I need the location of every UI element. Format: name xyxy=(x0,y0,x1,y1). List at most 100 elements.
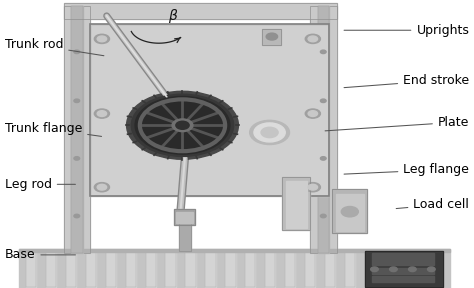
Bar xyxy=(176,212,193,223)
Bar xyxy=(146,251,156,287)
Bar xyxy=(165,251,176,287)
Circle shape xyxy=(428,267,435,272)
Text: Plate: Plate xyxy=(325,116,469,131)
Bar xyxy=(245,251,255,287)
Bar xyxy=(263,29,282,45)
Bar xyxy=(318,6,329,253)
Bar xyxy=(19,249,450,252)
Circle shape xyxy=(266,33,278,40)
Bar xyxy=(424,251,435,287)
Bar xyxy=(66,251,76,287)
Bar xyxy=(174,209,195,225)
Circle shape xyxy=(176,121,189,129)
Bar xyxy=(332,189,367,233)
Bar xyxy=(146,251,156,287)
Bar xyxy=(404,251,415,287)
Circle shape xyxy=(131,94,234,156)
Bar xyxy=(26,251,36,287)
Circle shape xyxy=(305,34,320,43)
Bar xyxy=(245,251,255,287)
Bar xyxy=(365,251,443,287)
Bar xyxy=(345,251,355,287)
Bar xyxy=(86,251,96,287)
Bar xyxy=(345,251,355,287)
Circle shape xyxy=(97,111,107,116)
Bar xyxy=(384,251,395,287)
Circle shape xyxy=(320,157,326,160)
Bar xyxy=(424,251,435,287)
Circle shape xyxy=(94,109,109,118)
Text: Load cell: Load cell xyxy=(396,198,469,211)
Circle shape xyxy=(320,99,326,103)
Bar xyxy=(265,251,275,287)
Circle shape xyxy=(254,123,285,142)
Text: Leg flange: Leg flange xyxy=(344,163,469,177)
Bar xyxy=(64,6,90,253)
Bar xyxy=(165,251,176,287)
Bar xyxy=(282,177,310,230)
Bar xyxy=(384,251,395,287)
Bar xyxy=(205,251,216,287)
Bar xyxy=(372,253,434,259)
Bar xyxy=(64,3,337,19)
Circle shape xyxy=(305,183,320,192)
Circle shape xyxy=(74,157,80,160)
Circle shape xyxy=(320,50,326,54)
Bar xyxy=(336,194,364,231)
Text: End stroke: End stroke xyxy=(344,74,469,88)
Bar xyxy=(365,251,443,287)
Circle shape xyxy=(305,109,320,118)
Bar xyxy=(64,6,90,253)
Circle shape xyxy=(320,214,326,218)
Bar xyxy=(305,251,315,287)
Text: $\beta$: $\beta$ xyxy=(168,7,178,25)
Bar xyxy=(71,6,83,253)
Circle shape xyxy=(172,119,193,132)
Bar xyxy=(318,6,329,253)
Bar xyxy=(126,251,136,287)
Circle shape xyxy=(74,50,80,54)
Bar xyxy=(106,251,116,287)
Text: Trunk flange: Trunk flange xyxy=(5,122,101,137)
Bar xyxy=(46,251,56,287)
Circle shape xyxy=(135,96,230,154)
Bar xyxy=(282,177,310,230)
Bar xyxy=(179,223,191,251)
Bar xyxy=(365,251,375,287)
Bar xyxy=(179,223,191,251)
Bar xyxy=(185,251,196,287)
Circle shape xyxy=(308,36,318,42)
Bar xyxy=(225,251,236,287)
Circle shape xyxy=(94,183,109,192)
Bar xyxy=(92,26,327,194)
Bar xyxy=(285,251,295,287)
Bar xyxy=(185,251,196,287)
Circle shape xyxy=(341,206,358,217)
Bar xyxy=(46,251,56,287)
Bar xyxy=(90,24,329,196)
Circle shape xyxy=(97,36,107,42)
Bar xyxy=(325,251,335,287)
Bar xyxy=(26,251,36,287)
Bar xyxy=(285,251,295,287)
Bar xyxy=(64,3,337,19)
Bar xyxy=(90,24,329,196)
Circle shape xyxy=(94,34,109,43)
Circle shape xyxy=(250,120,290,145)
Bar xyxy=(86,251,96,287)
Circle shape xyxy=(390,267,397,272)
Text: Trunk rod: Trunk rod xyxy=(5,38,104,56)
Bar xyxy=(263,29,282,45)
Bar xyxy=(66,251,76,287)
Circle shape xyxy=(74,214,80,218)
Circle shape xyxy=(308,111,318,116)
Bar xyxy=(372,268,434,274)
Bar xyxy=(71,6,83,253)
Text: Leg rod: Leg rod xyxy=(5,178,75,191)
Bar xyxy=(305,251,315,287)
Bar xyxy=(332,189,367,233)
Circle shape xyxy=(97,184,107,190)
Bar xyxy=(225,251,236,287)
Circle shape xyxy=(308,184,318,190)
Bar xyxy=(325,251,335,287)
